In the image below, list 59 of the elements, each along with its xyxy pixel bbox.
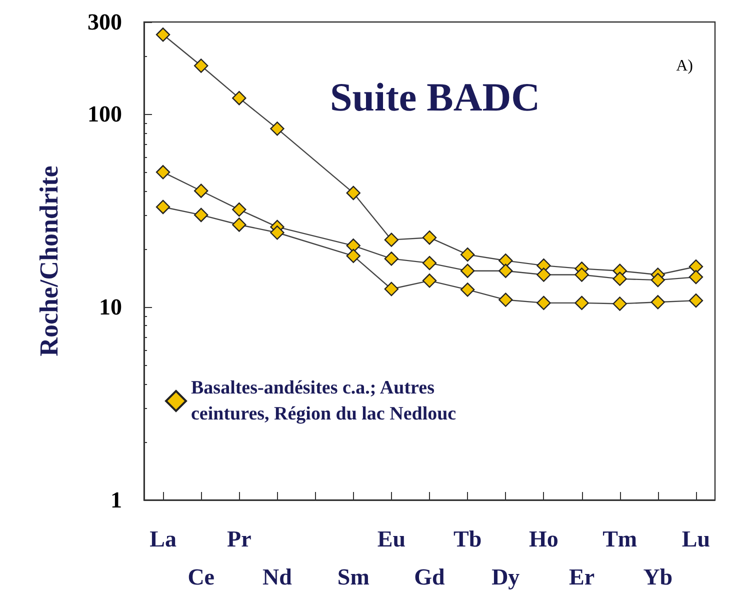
y-axis-title: Roche/Chondrite [34,166,64,356]
point [232,202,246,217]
point [422,230,437,245]
point [574,268,589,282]
point [650,272,665,288]
point [498,254,513,268]
x-tick-label: Dy [492,564,520,590]
x-tick-label: Sm [337,564,370,590]
point [346,238,360,253]
point [384,232,399,247]
point [498,264,513,278]
text: Suite BADC [330,74,540,120]
legend-label: Basaltes-andésites c.a.; Autres ceintures, Région du lac Nedlouc [191,378,456,424]
point [156,200,170,214]
point [688,293,704,308]
point [156,165,170,180]
point [194,208,208,222]
point [194,184,208,198]
point [194,58,208,73]
point [346,186,360,200]
x-tick-label: Yb [643,564,673,590]
y-tick-label: 300 [88,10,122,34]
point [460,282,475,297]
point [612,296,627,311]
annotation: A) [676,58,694,74]
point [270,226,284,240]
x-tick-label: Nd [262,564,292,590]
x-tick-label: Er [568,564,595,590]
point [536,296,551,310]
point [384,252,399,266]
point [384,282,399,296]
point [688,260,704,274]
point [232,218,246,232]
point [156,28,170,42]
x-tick-label: Ce [188,564,215,590]
point [498,292,513,307]
point [574,296,589,310]
point [346,248,360,264]
point [422,274,437,288]
x-tick-label: Ho [529,526,558,552]
x-tick-label: Gd [414,564,446,590]
x-tick-label: Lu [682,526,710,552]
y-tick-label: 100 [88,102,122,127]
point [460,264,475,278]
x-tick-label: Pr [227,526,252,552]
point [232,90,246,106]
point [422,256,437,270]
point [270,122,284,136]
x-tick-label: Tb [453,526,482,552]
y-tick-label: 1 [110,488,122,512]
x-tick-label: Tm [602,526,638,552]
point [650,295,665,310]
point [688,270,704,284]
point [460,247,475,262]
x-tick-label: La [150,526,177,552]
point [536,268,551,282]
x-tick-label: Eu [377,526,406,552]
y-tick-label: 10 [99,294,122,320]
point [612,272,627,286]
